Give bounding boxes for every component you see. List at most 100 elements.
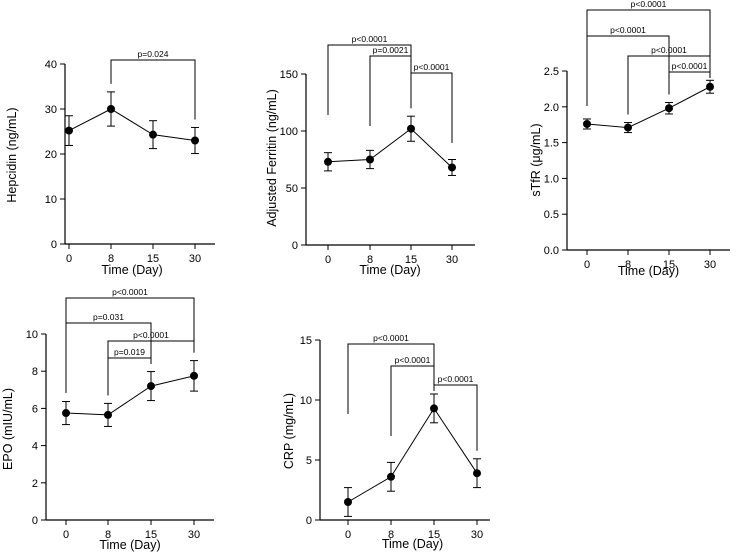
- series-line: [586, 86, 711, 129]
- x-tick-label: 30: [189, 253, 201, 265]
- data-point: [190, 371, 198, 380]
- y-tick-label: 2.0: [544, 102, 559, 114]
- x-axis-label: Time (Day): [382, 537, 443, 551]
- x-tick-label: 8: [625, 259, 631, 271]
- y-axis-label: EPO (mIU/mL): [1, 388, 15, 470]
- p-value-label: p<0.0001: [373, 333, 409, 343]
- y-tick-label: 100: [280, 126, 298, 138]
- x-axis-label: Time (Day): [618, 264, 679, 278]
- x-tick-label: 8: [105, 529, 111, 541]
- y-tick-label: 150: [280, 69, 298, 81]
- y-tick-label: 15: [300, 335, 312, 347]
- x-tick-label: 15: [428, 529, 440, 541]
- data-point: [107, 105, 115, 113]
- y-tick-label: 10: [45, 194, 57, 206]
- significance-bracket: [390, 365, 435, 436]
- p-value-label: p<0.0001: [133, 330, 169, 340]
- x-tick-label: 15: [145, 529, 157, 541]
- significance-bracket: [65, 322, 152, 393]
- y-tick-label: 2: [32, 478, 38, 490]
- x-tick-label: 15: [405, 254, 417, 266]
- y-tick-label: 5: [306, 455, 312, 467]
- y-tick-label: 40: [45, 59, 57, 71]
- data-point: [147, 382, 155, 391]
- data-point: [65, 126, 73, 135]
- x-axis-label: Time (Day): [101, 263, 162, 277]
- y-tick-label: 0.5: [544, 209, 559, 221]
- x-tick-label: 0: [584, 259, 590, 271]
- significance-bracket: [668, 71, 711, 95]
- y-tick-label: 2.5: [544, 66, 559, 78]
- x-tick-label: 30: [446, 254, 458, 266]
- data-point: [407, 124, 415, 133]
- y-axis-label: CRP (mg/mL): [282, 393, 296, 469]
- x-axis-label: Time (Day): [359, 263, 420, 277]
- p-value-label: p=0.0021: [373, 45, 409, 55]
- significance-bracket: [433, 384, 478, 451]
- significance-bracket: [369, 55, 412, 126]
- data-point: [430, 404, 438, 413]
- significance-bracket: [110, 59, 196, 120]
- data-point: [706, 82, 714, 91]
- p-value-label: p<0.0001: [414, 62, 450, 72]
- series-line: [68, 108, 196, 141]
- significance-bracket: [107, 357, 152, 396]
- data-point: [344, 498, 352, 506]
- y-axis-label: Hepcidin (ng/mL): [5, 107, 19, 202]
- data-point: [62, 409, 70, 418]
- series-line: [327, 128, 453, 168]
- chart-crp: 0 5 10 15 0 8 15 30 Time (Day) CRP (mg/mL) p<0.000…: [282, 333, 490, 551]
- y-tick-label: 0.0: [544, 245, 559, 257]
- data-point: [665, 104, 673, 113]
- p-value-label: p=0.031: [93, 312, 124, 322]
- p-value-label: p<0.0001: [651, 45, 687, 55]
- y-tick-label: 20: [45, 149, 57, 161]
- y-tick-label: 10: [300, 395, 312, 407]
- x-tick-label: 8: [388, 529, 394, 541]
- x-tick-label: 15: [147, 253, 159, 265]
- chart-stfr: 0.0 0.5 1.0 1.5 2.0 2.5 0 8 15 30 Time (Day) sTfR (…: [529, 0, 730, 278]
- y-tick-label: 0: [51, 239, 57, 251]
- p-value-label: p<0.0001: [438, 374, 474, 384]
- x-tick-label: 0: [66, 253, 72, 265]
- y-tick-label: 4: [32, 441, 38, 453]
- y-tick-label: 0: [32, 515, 38, 527]
- y-tick-label: 1.5: [544, 138, 559, 150]
- significance-bracket: [586, 35, 670, 106]
- y-tick-label: 0: [306, 515, 312, 527]
- p-value-label: p<0.0001: [352, 34, 388, 44]
- x-tick-label: 30: [471, 529, 483, 541]
- p-value-label: p<0.0001: [610, 25, 646, 35]
- y-tick-label: 0: [292, 240, 298, 252]
- series-line: [65, 375, 195, 416]
- chart-epo: 0 2 4 6 8 10 0 8 15 30 Time (Day) EPO (mIU/mL) p<0.0…: [1, 287, 214, 552]
- x-tick-label: 8: [367, 254, 373, 266]
- data-point: [448, 163, 456, 172]
- p-value-label: p<0.0001: [631, 0, 667, 9]
- x-tick-label: 8: [108, 253, 114, 265]
- x-tick-label: 30: [704, 259, 716, 271]
- y-tick-label: 50: [286, 183, 298, 195]
- data-point: [473, 469, 481, 478]
- p-value-label: p<0.0001: [395, 355, 431, 365]
- y-tick-label: 6: [32, 403, 38, 415]
- x-tick-label: 15: [663, 259, 675, 271]
- significance-bracket: [410, 72, 453, 143]
- x-tick-label: 0: [325, 254, 331, 266]
- chart-hepcidin: 0 10 20 30 40 0 8 15 30 Time (Day) Hepcidin (ng/mL…: [5, 49, 215, 277]
- y-tick-label: 1.0: [544, 173, 559, 185]
- p-value-label: p=0.024: [138, 49, 169, 59]
- y-tick-label: 8: [32, 366, 38, 378]
- y-tick-label: 30: [45, 104, 57, 116]
- data-point: [583, 119, 591, 128]
- data-point: [366, 155, 374, 164]
- chart-ferritin: 0 50 100 150 0 8 15 30 Time (Day) Adjusted Ferrit…: [265, 34, 475, 277]
- p-value-label: p=0.019: [114, 347, 145, 357]
- p-value-label: p<0.0001: [672, 61, 708, 71]
- y-tick-label: 10: [26, 329, 38, 341]
- x-tick-label: 0: [63, 529, 69, 541]
- x-axis-label: Time (Day): [99, 538, 160, 552]
- series-line: [347, 407, 478, 503]
- x-tick-label: 30: [188, 529, 200, 541]
